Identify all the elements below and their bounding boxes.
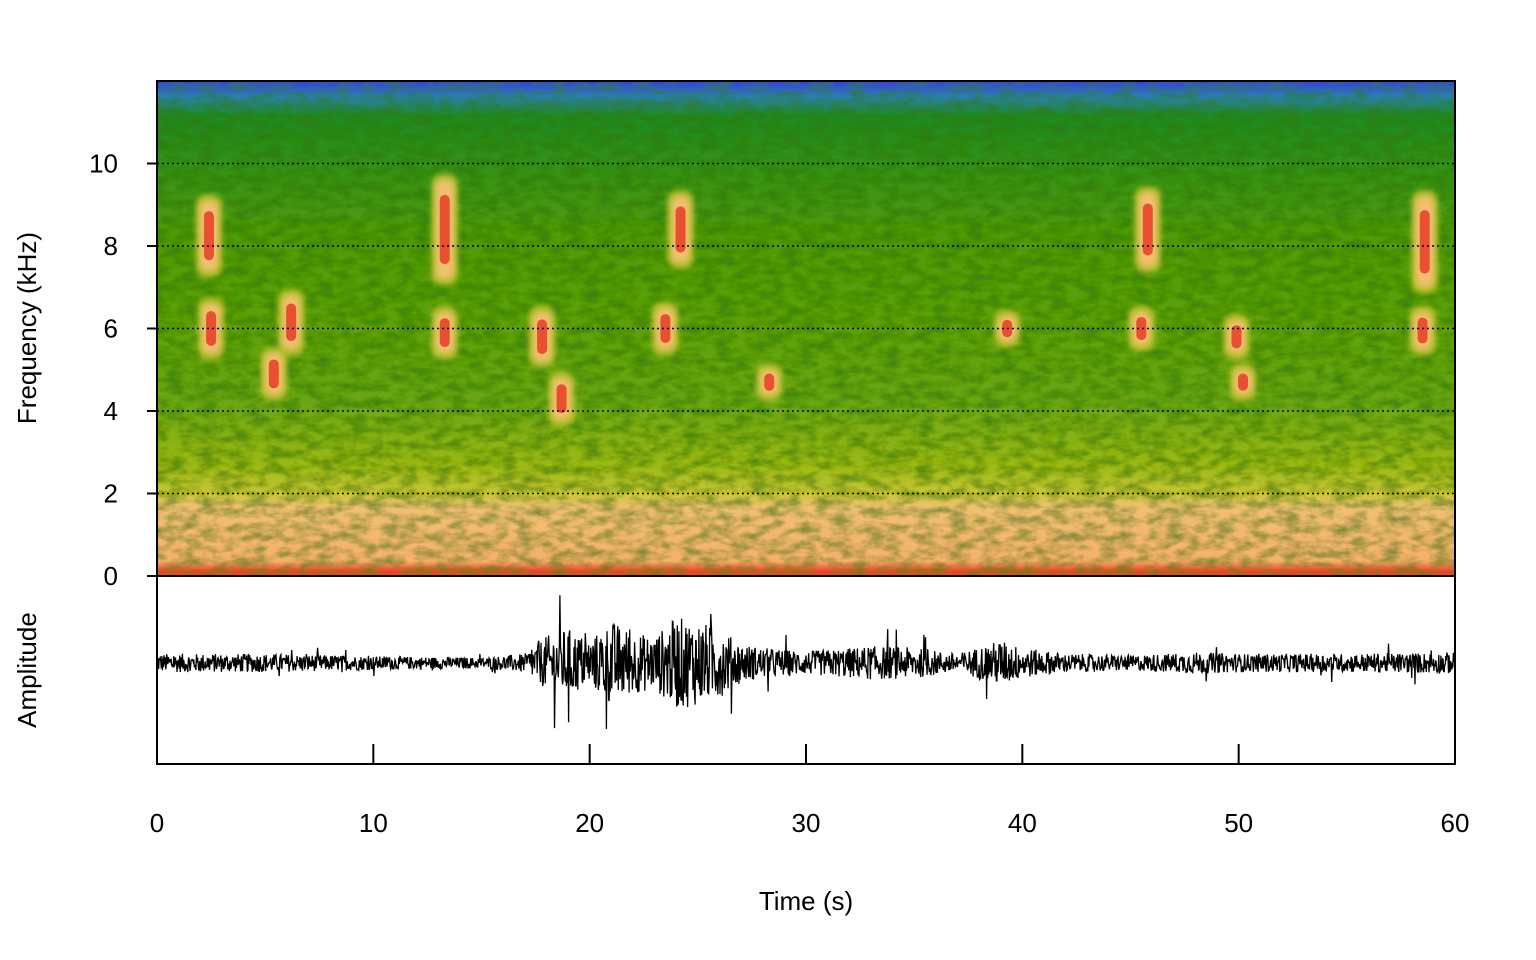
y-tick-label-6: 6 (104, 314, 118, 344)
call-2 (261, 347, 287, 400)
call-core (204, 211, 214, 260)
call-core (764, 373, 774, 390)
x-tick-label-30: 30 (792, 808, 821, 838)
call-3 (278, 290, 304, 356)
call-core (440, 195, 450, 264)
amplitude-waveform (157, 595, 1455, 729)
spectrogram-background (157, 81, 1455, 576)
call-core (440, 318, 450, 347)
y-tick-label-10: 10 (89, 149, 118, 179)
call-core (286, 304, 296, 342)
call-8 (668, 191, 694, 269)
amplitude-axis-label: Amplitude (12, 612, 42, 728)
x-axis-label: Time (s) (759, 886, 853, 916)
call-core (1418, 318, 1428, 344)
call-15 (1230, 364, 1256, 401)
call-core (557, 384, 567, 413)
x-tick-label-20: 20 (575, 808, 604, 838)
call-10 (756, 364, 782, 401)
y-tick-label-0: 0 (104, 561, 118, 591)
y-tick-label-8: 8 (104, 231, 118, 261)
waveform-frame (157, 576, 1455, 764)
x-tick-label-0: 0 (150, 808, 164, 838)
spectrogram-image (157, 81, 1455, 576)
call-16 (1412, 191, 1438, 294)
call-9 (652, 302, 678, 355)
x-tick-label-60: 60 (1441, 808, 1470, 838)
call-12 (1135, 186, 1161, 272)
x-axis-ticks: 0 10 20 30 40 50 60 (150, 744, 1470, 838)
y-tick-label-4: 4 (104, 396, 118, 426)
call-6 (529, 306, 555, 368)
x-tick-label-50: 50 (1224, 808, 1253, 838)
y-axis-label: Frequency (kHz) (12, 232, 42, 424)
y-tick-label-2: 2 (104, 479, 118, 509)
call-5 (432, 306, 458, 359)
call-14 (1224, 314, 1250, 359)
call-17 (1410, 306, 1436, 355)
call-core (1420, 210, 1430, 274)
call-core (1143, 204, 1153, 256)
call-core (1238, 373, 1248, 390)
call-0 (196, 195, 222, 277)
y-axis-ticks: 0 2 4 6 8 10 (89, 149, 157, 592)
call-4 (432, 174, 458, 285)
x-tick-label-10: 10 (359, 808, 388, 838)
call-7 (549, 372, 575, 425)
call-core (537, 319, 547, 354)
x-tick-label-40: 40 (1008, 808, 1037, 838)
call-core (269, 359, 279, 388)
call-1 (198, 298, 224, 360)
